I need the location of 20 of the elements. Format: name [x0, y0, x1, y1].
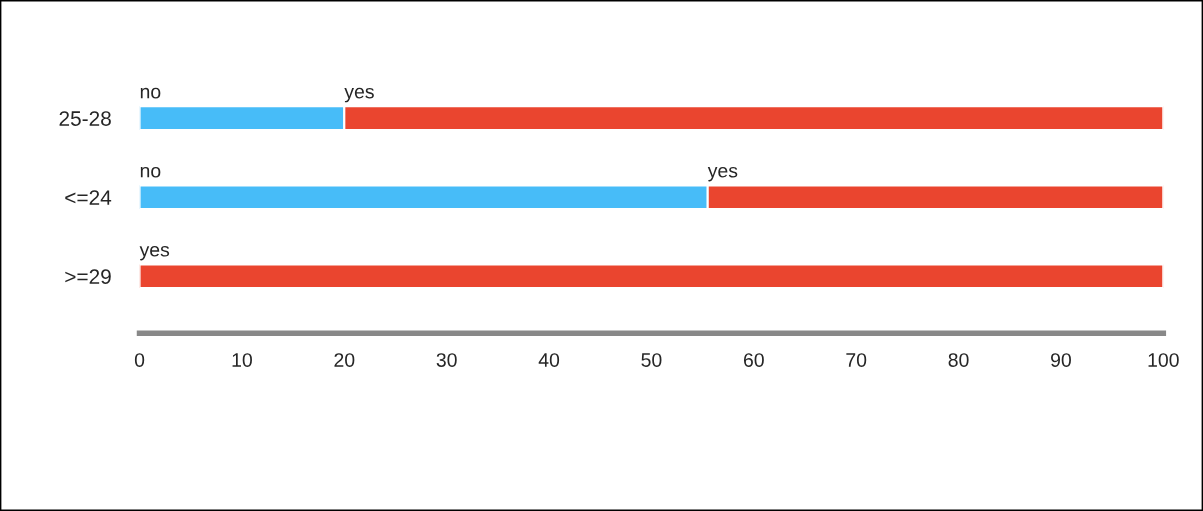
x-tick-label: 0 [134, 353, 145, 367]
text: yes [344, 87, 374, 103]
x-tick-label: 50 [641, 353, 662, 367]
x-tick-label: 90 [1051, 353, 1071, 367]
series-label: yes [707, 166, 738, 182]
bar [139, 263, 1164, 290]
y-tick-label: 25-28 [59, 111, 111, 126]
y-tick-label: >=29 [65, 269, 111, 285]
x-tick-label: 80 [948, 353, 969, 367]
text: yes [139, 245, 170, 261]
text: no [140, 87, 161, 99]
x-tick-label: 60 [743, 353, 764, 367]
y-tick-label: <=24 [65, 190, 112, 205]
x-tick-label: 100 [1148, 353, 1179, 367]
x-tick-label: 70 [846, 353, 867, 367]
x-tick-label: 20 [334, 353, 355, 367]
series-label: no [140, 166, 161, 178]
x-tick-label: 40 [538, 353, 560, 367]
x-tick-label: 10 [232, 353, 252, 367]
x-tick-label: 30 [436, 353, 457, 367]
